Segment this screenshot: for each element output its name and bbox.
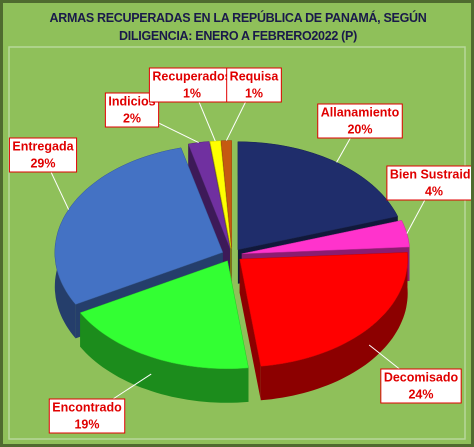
data-label: Allanamiento 20% [317,103,403,139]
slice-side [80,312,249,403]
label-category: Encontrado [52,400,122,414]
label-value: 1% [245,86,263,100]
label-box [48,398,126,434]
label-category: Requisa [230,69,280,83]
label-value: 19% [74,417,99,431]
label-value: 1% [183,86,201,100]
data-label: Bien Sustraido 4% [386,165,471,201]
label-value: 4% [425,184,443,198]
slice-side [239,259,261,401]
label-box [148,67,236,103]
label-box [380,368,462,404]
label-category: Decomisado [384,370,459,384]
label-box [8,137,78,173]
label-category: Entregada [12,139,74,153]
label-value: 29% [30,156,55,170]
label-value: 2% [123,111,141,125]
label-category: Indicios [108,94,155,108]
data-label: Decomisado 24% [380,368,462,404]
label-value: 20% [347,122,372,136]
data-label: Indicios 2% [104,92,160,128]
slice-side [260,252,408,401]
label-box [386,165,471,201]
label-category: Recuperados [152,69,231,83]
plot-border [8,46,466,440]
label-category: Allanamiento [321,105,400,119]
chart-title: ARMAS RECUPERADAS EN LA REPÚBLICA DE PAN… [49,11,427,43]
slice [237,141,399,251]
slice [239,252,408,367]
slice [54,147,224,305]
label-category: Bien Sustraido [390,167,471,181]
data-label: Recuperados 1% [148,67,236,103]
plot: Allanamiento 20% Bien Sustraido 4% Decomisad… [8,46,471,440]
label-box [226,67,282,103]
data-label: Requisa 1% [226,67,282,103]
slice [79,260,249,370]
label-box [317,103,403,139]
data-label: Entregada 29% [8,137,78,173]
slice [220,140,232,249]
data-label: Encontrado 19% [48,398,126,434]
label-value: 24% [408,387,433,401]
